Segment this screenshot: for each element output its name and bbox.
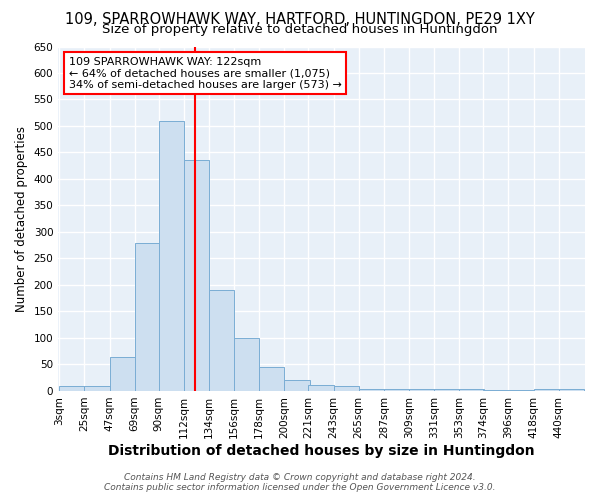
Bar [110,356,135,391]
Bar [483,390,508,391]
Text: 109 SPARROWHAWK WAY: 122sqm
← 64% of detached houses are smaller (1,075)
34% of : 109 SPARROWHAWK WAY: 122sqm ← 64% of det… [69,57,341,90]
Bar [559,390,584,391]
Bar [85,386,110,391]
Bar [434,390,459,391]
Bar [359,390,384,391]
Y-axis label: Number of detached properties: Number of detached properties [15,126,28,312]
Bar [334,386,359,391]
Bar [135,242,160,391]
Bar [308,384,334,391]
Bar [184,160,209,391]
X-axis label: Distribution of detached houses by size in Huntingdon: Distribution of detached houses by size … [108,444,535,458]
Bar [209,290,234,391]
Bar [533,390,559,391]
Bar [59,386,85,391]
Bar [259,367,284,391]
Bar [409,390,434,391]
Text: 109, SPARROWHAWK WAY, HARTFORD, HUNTINGDON, PE29 1XY: 109, SPARROWHAWK WAY, HARTFORD, HUNTINGD… [65,12,535,28]
Bar [159,120,184,391]
Text: Contains HM Land Registry data © Crown copyright and database right 2024.
Contai: Contains HM Land Registry data © Crown c… [104,473,496,492]
Bar [284,380,310,391]
Bar [234,338,259,391]
Text: Size of property relative to detached houses in Huntingdon: Size of property relative to detached ho… [102,22,498,36]
Bar [459,390,484,391]
Bar [508,390,533,391]
Bar [384,390,409,391]
